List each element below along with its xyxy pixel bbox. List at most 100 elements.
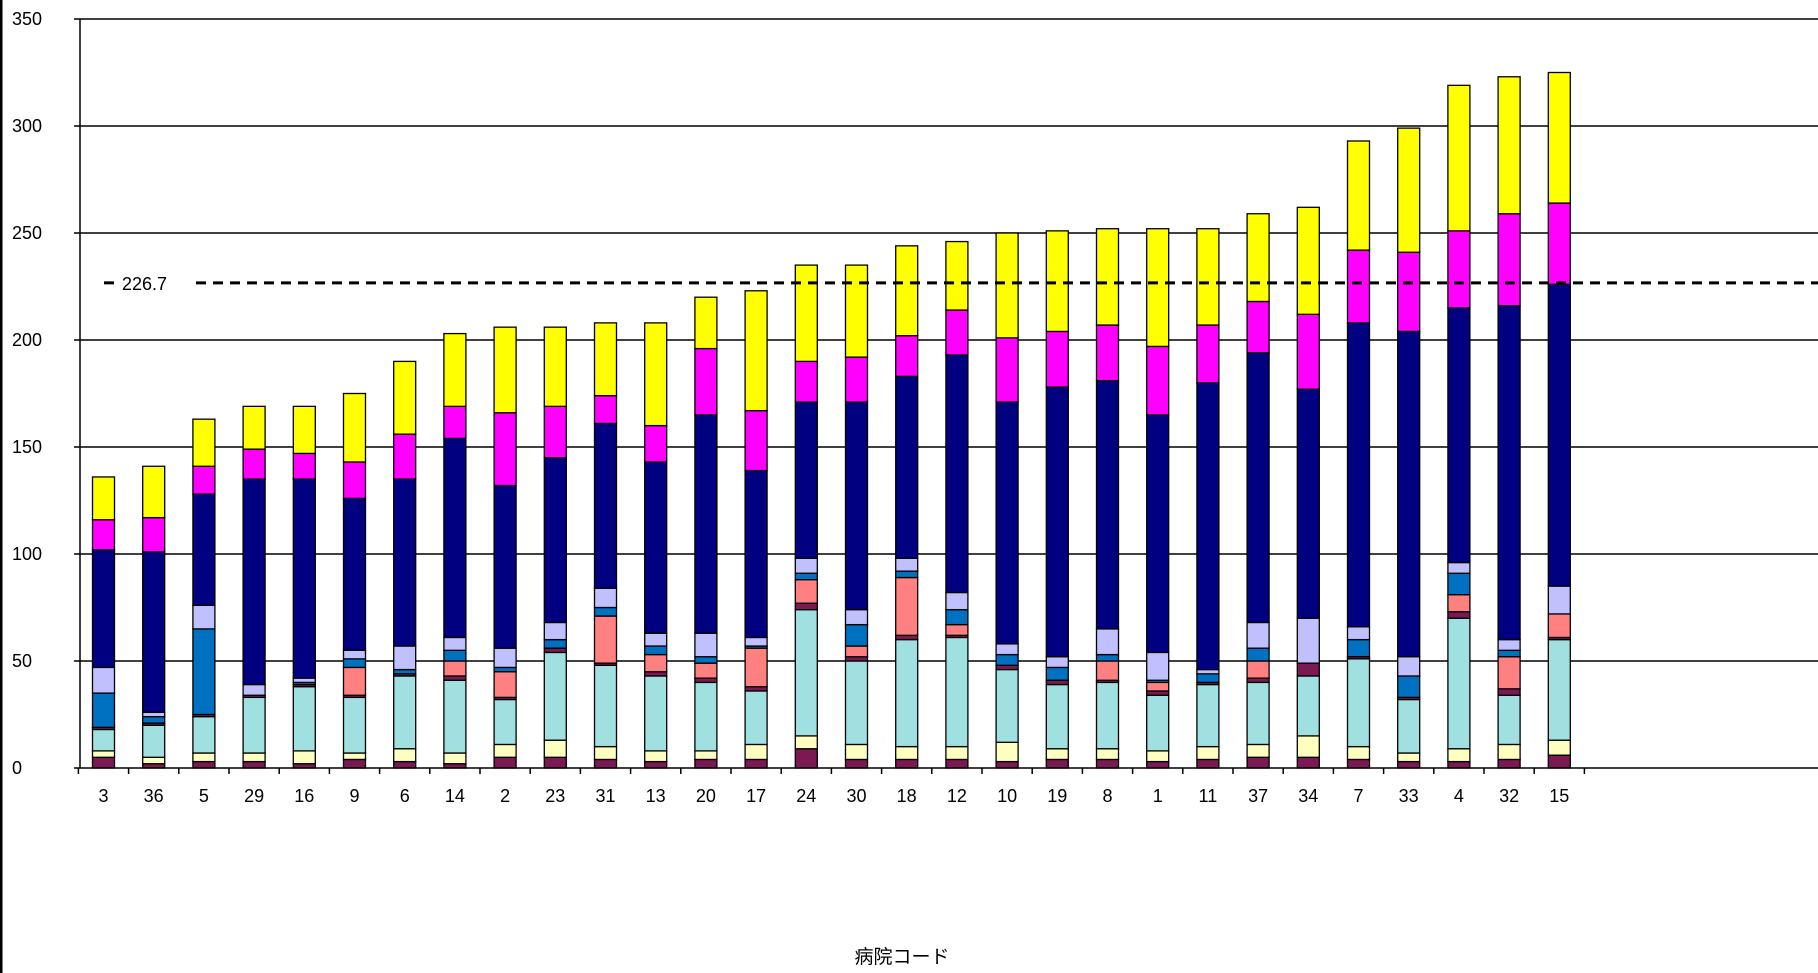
x-tick-label: 23 <box>545 786 565 806</box>
bar-segment <box>443 752 467 765</box>
bar-stack <box>844 264 869 769</box>
bar-segment <box>694 632 718 658</box>
bar-segment <box>242 752 266 763</box>
bar-segment <box>1296 662 1320 677</box>
bar-segment <box>393 760 417 769</box>
bar-segment <box>1045 230 1069 333</box>
bar-segment <box>1196 228 1220 326</box>
bar-segment <box>744 647 768 688</box>
bar-segment <box>1045 666 1069 681</box>
bar-segment <box>1447 617 1471 750</box>
bar-stack <box>1447 84 1471 769</box>
bar-segment <box>1246 681 1270 746</box>
bar-segment <box>1547 202 1571 286</box>
bar-segment <box>1246 213 1270 303</box>
bar-segment <box>1045 656 1069 669</box>
x-tick-label: 7 <box>1353 786 1363 806</box>
bar-stack <box>1397 127 1421 769</box>
bar-segment <box>393 645 417 671</box>
bar-segment <box>543 638 567 649</box>
y-tick-label: 350 <box>12 9 42 29</box>
bar-stack <box>1296 206 1320 769</box>
bar-segment <box>1497 743 1521 761</box>
x-tick-label: 18 <box>897 786 917 806</box>
bar-segment <box>794 572 818 581</box>
bar-segment <box>192 418 216 467</box>
bar-segment <box>1146 681 1170 692</box>
bar-stack <box>1497 76 1521 769</box>
bar-segment <box>744 469 768 639</box>
bar-segment <box>1246 756 1270 769</box>
bar-segment <box>142 465 166 519</box>
x-tick-label: 4 <box>1454 786 1464 806</box>
bar-stack <box>1095 228 1120 769</box>
bar-segment <box>995 741 1019 763</box>
bar-segment <box>1547 638 1571 741</box>
bar-stack <box>1146 228 1170 769</box>
bar-segment <box>493 698 517 746</box>
bar-segment <box>1346 322 1371 628</box>
bar-segment <box>794 264 818 363</box>
x-tick-label: 5 <box>199 786 209 806</box>
bar-segment <box>342 461 367 500</box>
bar-segment <box>1346 249 1371 324</box>
bar-segment <box>1045 758 1069 769</box>
bar-stack <box>644 322 668 769</box>
bar-stack <box>694 296 718 769</box>
bar-segment <box>292 750 316 765</box>
bar-segment <box>945 240 969 311</box>
bar-segment <box>242 405 266 450</box>
bar-segment <box>895 576 919 636</box>
bar-segment <box>1497 649 1521 658</box>
bar-segment <box>1095 324 1120 382</box>
x-tick-label: 14 <box>445 786 465 806</box>
x-tick-label: 37 <box>1248 786 1268 806</box>
bar-segment <box>1246 621 1270 649</box>
bar-segment <box>342 666 367 696</box>
bar-segment <box>1196 324 1220 384</box>
bar-segment <box>493 412 517 487</box>
bar-segment <box>1296 206 1320 315</box>
bar-segment <box>644 461 668 634</box>
x-tick-label: 6 <box>400 786 410 806</box>
bar-stack <box>91 476 116 769</box>
x-tick-label: 34 <box>1298 786 1318 806</box>
bar-segment <box>1547 71 1571 204</box>
bar-segment <box>443 679 467 754</box>
bar-segment <box>1397 251 1421 333</box>
bar-stack <box>1246 213 1270 769</box>
bar-segment <box>1397 675 1421 699</box>
bar-segment <box>744 743 768 761</box>
x-tick-label: 19 <box>1047 786 1067 806</box>
bar-segment <box>694 662 718 679</box>
bar-segment <box>694 656 718 664</box>
bar-segment <box>895 758 919 769</box>
bar-segment <box>844 623 869 647</box>
bar-stack <box>995 232 1019 769</box>
bar-segment <box>644 653 668 673</box>
x-tick-label: 15 <box>1549 786 1569 806</box>
x-tick-label: 36 <box>144 786 164 806</box>
bar-segment <box>1246 660 1270 679</box>
bar-segment <box>1146 651 1170 681</box>
bar-segment <box>1045 683 1069 750</box>
bar-segment <box>895 745 919 761</box>
bar-segment <box>1346 638 1371 658</box>
bar-segment <box>995 337 1019 403</box>
y-tick-label: 100 <box>12 544 42 564</box>
bar-segment <box>192 628 216 716</box>
bar-stack <box>342 392 367 769</box>
x-tick-label: 30 <box>846 786 866 806</box>
bar-segment <box>1346 140 1371 251</box>
bar-segment <box>895 570 919 579</box>
bar-segment <box>91 549 116 669</box>
bar-segment <box>1246 352 1270 624</box>
y-tick-label: 300 <box>12 116 42 136</box>
x-tick-label: 33 <box>1399 786 1419 806</box>
bar-segment <box>493 671 517 699</box>
bar-segment <box>1397 656 1421 677</box>
bar-segment <box>1497 758 1521 769</box>
reference-line: 226.7 <box>104 274 1818 294</box>
bar-segment <box>1497 694 1521 746</box>
bar-segment <box>844 356 869 403</box>
